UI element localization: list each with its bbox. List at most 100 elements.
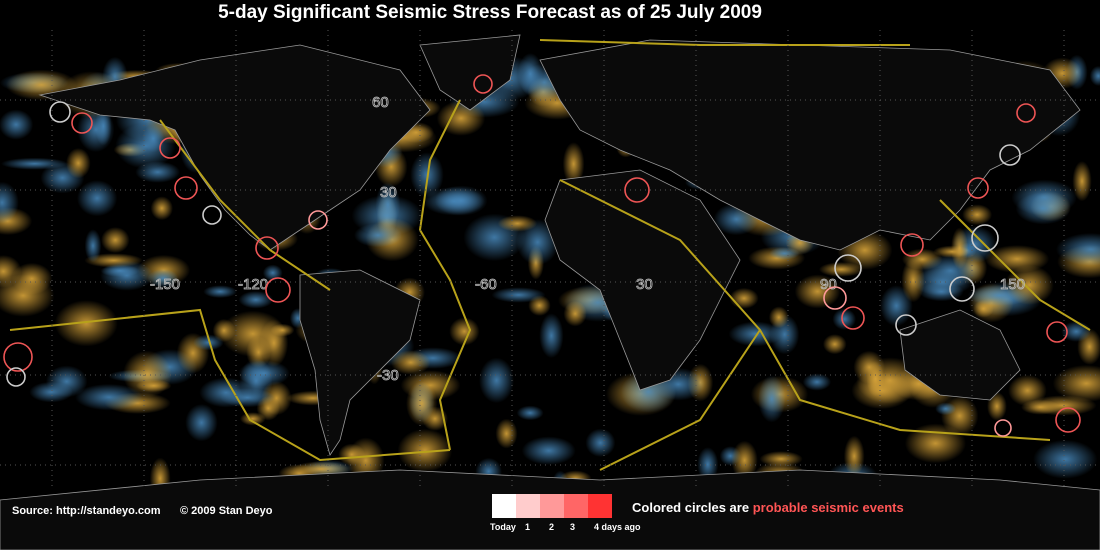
event-circle: [3, 342, 33, 372]
stress-blob: [199, 377, 253, 408]
stress-blob: [935, 402, 957, 416]
stress-blob: [495, 418, 518, 449]
lat-label: 30: [380, 184, 397, 201]
event-circle: [202, 205, 222, 225]
event-circle: [49, 101, 71, 123]
stress-blob: [147, 268, 179, 288]
graticule: 60 30 -30 -150 -120 -60 30 90 150: [0, 30, 1100, 490]
event-circle: [159, 137, 181, 159]
stress-blob: [539, 313, 564, 359]
stress-blob: [758, 375, 786, 423]
stress-blob: [54, 300, 118, 347]
stress-blob: [193, 334, 224, 351]
stress-blob: [562, 142, 585, 186]
stress-blob: [1008, 374, 1047, 407]
stress-blob: [933, 245, 971, 258]
event-circle: [473, 74, 493, 94]
stress-blob: [818, 262, 864, 277]
event-circle: [255, 236, 279, 260]
stress-blob: [135, 379, 172, 393]
stress-blob: [1015, 192, 1071, 225]
stress-blob: [987, 391, 1007, 421]
eurasia: [539, 39, 1081, 251]
event-circle: [949, 276, 975, 302]
event-circle: [895, 314, 917, 336]
lat-label: -30: [377, 367, 399, 384]
event-circle: [1016, 103, 1036, 123]
note-highlight: probable seismic events: [753, 500, 904, 515]
stress-blob: [832, 308, 857, 330]
lon-label: 150: [1000, 276, 1025, 293]
stress-blob: [75, 383, 143, 411]
event-circle: [967, 177, 989, 199]
stress-blob: [262, 264, 283, 282]
stress-blob: [84, 229, 102, 263]
event-circle: [71, 112, 93, 134]
title: 5-day Significant Seismic Stress Forecas…: [218, 2, 762, 23]
event-circle: [900, 233, 924, 257]
stress-blob: [66, 147, 91, 179]
lon-label: 90: [820, 276, 837, 293]
stress-blob: [880, 285, 913, 327]
legend-swatch: [492, 494, 516, 518]
event-circle: [971, 224, 999, 252]
lon-label: -120: [238, 276, 268, 293]
stress-blob: [142, 125, 165, 153]
stress-blob: [1033, 439, 1098, 479]
stress-blob: [238, 360, 290, 387]
source: Source: http://standeyo.com: [12, 505, 161, 517]
lon-label: -60: [475, 276, 497, 293]
legend-swatch: [540, 494, 564, 518]
event-circle: [999, 144, 1021, 166]
stress-blob: [563, 300, 587, 327]
greenland: [419, 34, 521, 111]
legend-label: 2: [549, 522, 554, 532]
continents: [0, 34, 1100, 550]
stress-blob: [185, 403, 218, 442]
stress-blob: [479, 357, 515, 404]
legend-label: 4 days ago: [594, 522, 641, 532]
stress-blob: [390, 350, 431, 375]
stress-blob: [256, 395, 280, 421]
stress-blob: [29, 381, 73, 403]
stress-blob: [101, 227, 130, 254]
stress-blob: [918, 282, 964, 302]
lat-label: 60: [372, 94, 389, 111]
stress-blob: [521, 436, 576, 465]
stress-blob: [866, 361, 885, 397]
stress-blob: [822, 334, 847, 355]
stress-blob: [768, 306, 789, 329]
stress-blob: [759, 451, 803, 467]
stress-blob: [802, 373, 832, 391]
event-circle: [994, 419, 1012, 437]
stress-blob: [1061, 321, 1092, 342]
north-america: [38, 44, 431, 251]
copyright: © 2009 Stan Deyo: [180, 505, 273, 517]
legend-label: Today: [490, 522, 516, 532]
plate-boundaries: [9, 39, 1091, 471]
stress-blob: [150, 196, 173, 221]
stress-blob: [0, 255, 22, 288]
stress-blob: [516, 405, 544, 421]
stress-blob: [491, 287, 546, 303]
stress-blob: [259, 319, 289, 367]
legend-label: 3: [570, 522, 575, 532]
stress-blob: [1072, 161, 1092, 202]
stress-blob: [728, 321, 783, 347]
stress-blob: [1004, 265, 1054, 305]
africa: [544, 169, 741, 391]
event-circle: [6, 367, 26, 387]
lon-label: -150: [150, 276, 180, 293]
legend: Today 1 2 3 4 days ago Colored circles a…: [490, 494, 904, 532]
legend-swatch: [588, 494, 612, 518]
stress-blob: [76, 180, 118, 217]
australia: [899, 309, 1021, 401]
stress-blob: [212, 318, 236, 343]
stress-blob: [0, 109, 34, 140]
stress-blob: [516, 219, 559, 266]
stress-blob: [436, 100, 486, 136]
stress-blob: [904, 423, 967, 464]
stress-blob: [406, 381, 438, 426]
stress-blob: [434, 185, 488, 216]
